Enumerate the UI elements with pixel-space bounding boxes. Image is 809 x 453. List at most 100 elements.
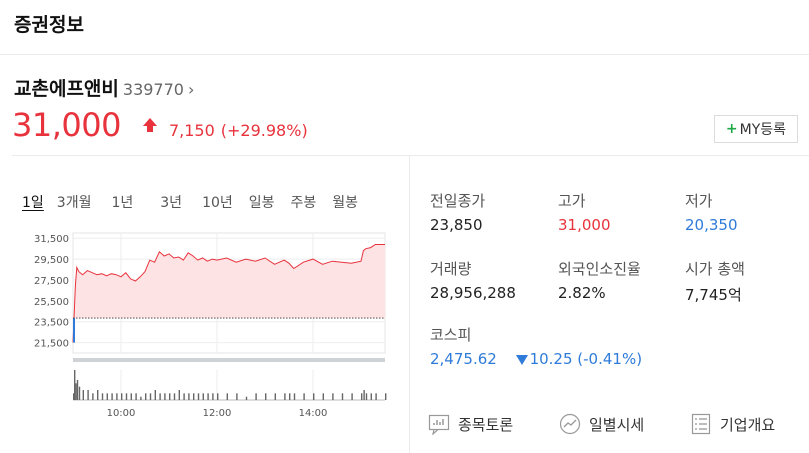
chat-bubble-icon xyxy=(428,414,450,435)
volume-bar xyxy=(255,393,257,400)
volume-bar xyxy=(363,390,365,400)
stat-value: 28,956,288 xyxy=(430,284,516,302)
volume-bar xyxy=(76,380,79,400)
volume-bar xyxy=(303,393,305,400)
x-tick-label: 10:00 xyxy=(107,408,136,419)
volume-bar xyxy=(365,393,368,400)
volume-bar xyxy=(217,393,219,400)
volume-bar xyxy=(78,386,81,400)
volume-bar xyxy=(164,393,166,400)
volume-bar xyxy=(245,396,248,400)
stat-label: 외국인소진율 xyxy=(558,260,641,278)
chart-period-tabs: 1일 3개월 1년 3년 10년 일봉 주봉 월봉 xyxy=(22,192,358,212)
stat-market-cap: 시가 총액 7,745억 xyxy=(685,258,745,305)
daily-price-label[interactable]: 일별시세 xyxy=(589,415,645,434)
volume-bar xyxy=(236,393,238,400)
x-tick-label: 12:00 xyxy=(203,408,232,419)
chevron-right-icon[interactable]: › xyxy=(187,80,195,99)
stat-label: 거래량 xyxy=(430,260,472,278)
volume-bar xyxy=(73,393,75,400)
volume-bar xyxy=(92,393,94,400)
volume-bar xyxy=(385,393,387,400)
volume-bar xyxy=(351,393,353,400)
trend-circle-icon xyxy=(559,413,581,435)
volume-bar xyxy=(130,393,132,400)
y-tick-label: 25,500 xyxy=(34,297,69,308)
volume-bar xyxy=(159,393,161,400)
down-arrow-icon xyxy=(515,354,528,365)
volume-bar xyxy=(289,393,291,400)
volume-bar xyxy=(274,393,276,400)
tab-weekly-candle[interactable]: 주봉 xyxy=(290,195,317,211)
company-overview-label[interactable]: 기업개요 xyxy=(720,415,776,434)
volume-bar xyxy=(226,393,228,400)
stat-label: 코스피 xyxy=(430,326,472,344)
stat-high: 고가 31,000 xyxy=(558,190,611,234)
price-change-percent: (+29.98%) xyxy=(220,121,308,140)
index-value: 2,475.62 xyxy=(430,350,497,368)
volume-bar xyxy=(75,383,77,400)
stat-value: 7,745억 xyxy=(685,284,745,305)
volume-bar xyxy=(145,393,147,400)
market-cap-value: 7,745 xyxy=(685,286,728,304)
y-tick-label: 23,500 xyxy=(34,318,69,329)
volume-bar xyxy=(125,393,128,400)
volume-bar xyxy=(265,393,267,400)
tab-monthly-candle[interactable]: 월봉 xyxy=(332,195,359,211)
intraday-price-chart[interactable]: 31,500 29,500 27,500 25,500 23,500 21,500 10:0… xyxy=(10,225,390,430)
volume-bar xyxy=(97,390,99,400)
volume-bar xyxy=(82,390,84,400)
tab-1year[interactable]: 1년 xyxy=(111,195,134,211)
company-overview-link[interactable]: 기업개요 xyxy=(690,413,775,435)
daily-price-link[interactable]: 일별시세 xyxy=(559,413,644,435)
tab-daily-candle[interactable]: 일봉 xyxy=(248,195,275,211)
price-row: 31,000 7,150 (+29.98%) xyxy=(12,106,308,144)
volume-bar xyxy=(322,393,324,400)
stock-code[interactable]: 339770 xyxy=(122,80,184,99)
my-register-button[interactable]: + MY등록 xyxy=(714,115,798,143)
index-change-text: 10.25 (-0.41%) xyxy=(529,350,643,368)
y-tick-label: 29,500 xyxy=(34,255,69,266)
stock-name[interactable]: 교촌에프앤비 xyxy=(14,78,119,100)
volume-bar xyxy=(375,393,377,400)
volume-bar xyxy=(341,393,344,400)
stat-label: 저가 xyxy=(685,192,713,210)
volume-bar xyxy=(207,393,209,400)
stat-volume: 거래량 28,956,288 xyxy=(430,258,516,302)
current-price: 31,000 xyxy=(12,106,121,144)
volume-bar xyxy=(313,393,315,400)
tab-1day[interactable]: 1일 xyxy=(22,195,44,211)
tab-10year[interactable]: 10년 xyxy=(202,195,233,211)
price-area-fill xyxy=(73,244,385,343)
stat-low: 저가 20,350 xyxy=(685,190,738,234)
x-tick-label: 14:00 xyxy=(299,408,328,419)
list-document-icon xyxy=(691,413,711,435)
volume-bar xyxy=(87,390,89,400)
volume-bar xyxy=(361,393,363,400)
volume-bar xyxy=(332,393,334,400)
volume-bar xyxy=(140,396,142,400)
volume-bar xyxy=(293,393,296,400)
page-title: 증권정보 xyxy=(14,14,84,36)
chart-separator-bar xyxy=(73,358,385,362)
volume-bar xyxy=(284,393,286,400)
price-change: 7,150 xyxy=(168,121,215,140)
volume-bar xyxy=(197,393,200,400)
discussion-label[interactable]: 종목토론 xyxy=(458,415,514,434)
volume-bar xyxy=(370,393,372,400)
tab-3year[interactable]: 3년 xyxy=(160,195,183,211)
volume-bar xyxy=(111,393,113,400)
stat-value: 2,475.62 10.25 (-0.41%) xyxy=(430,350,800,368)
volume-bar xyxy=(169,393,171,400)
volume-bar xyxy=(154,390,156,400)
stat-label: 고가 xyxy=(558,192,586,210)
stat-kospi-index: 코스피 2,475.62 10.25 (-0.41%) xyxy=(430,324,800,368)
stock-name-link[interactable]: 교촌에프앤비 339770 › xyxy=(14,74,194,101)
volume-bar xyxy=(188,393,190,400)
tab-3month[interactable]: 3개월 xyxy=(56,195,92,211)
volume-bar xyxy=(193,393,195,400)
discussion-link[interactable]: 종목토론 xyxy=(428,413,513,435)
volume-bar xyxy=(106,393,108,400)
volume-bar xyxy=(178,390,180,400)
volume-bar xyxy=(202,393,204,400)
